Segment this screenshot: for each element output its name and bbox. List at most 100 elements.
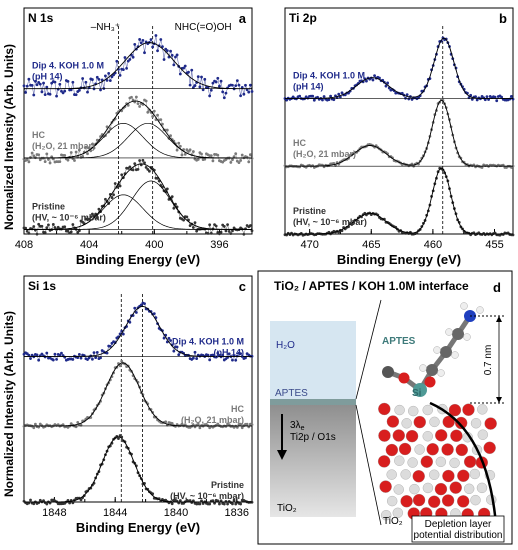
data-point bbox=[193, 350, 197, 354]
oxygen-atom bbox=[428, 495, 441, 508]
data-point bbox=[104, 74, 107, 78]
data-point bbox=[22, 84, 26, 88]
series-label: HC bbox=[32, 130, 45, 140]
data-point bbox=[239, 502, 243, 506]
data-point bbox=[51, 358, 55, 362]
data-point bbox=[235, 425, 239, 429]
panel-title-a: N 1s bbox=[28, 11, 54, 25]
hydrogen-atom bbox=[460, 302, 468, 310]
data-point bbox=[239, 422, 243, 426]
data-point bbox=[218, 502, 221, 506]
aptes-right-label: APTES bbox=[382, 336, 416, 347]
data-point bbox=[203, 77, 207, 81]
data-point bbox=[43, 231, 47, 234]
data-point bbox=[327, 98, 331, 102]
data-point bbox=[63, 89, 67, 93]
data-point bbox=[242, 232, 246, 236]
titanium-atom bbox=[422, 404, 433, 416]
data-point bbox=[185, 215, 189, 219]
data-point bbox=[71, 80, 75, 84]
data-point bbox=[118, 184, 122, 188]
data-point bbox=[170, 502, 174, 506]
hydrogen-atom bbox=[451, 351, 459, 359]
series-sublabel: (HV, ~ 10⁻⁶ mbar) bbox=[32, 212, 106, 222]
data-point bbox=[226, 502, 229, 506]
data-point bbox=[183, 152, 187, 156]
si-label: Si bbox=[412, 388, 422, 399]
data-point bbox=[79, 356, 83, 360]
data-point bbox=[97, 78, 101, 81]
oxygen-atom bbox=[457, 469, 470, 482]
data-point bbox=[321, 98, 324, 102]
data-point bbox=[235, 79, 239, 83]
series-sublabel: (pH 14) bbox=[293, 81, 324, 91]
data-point bbox=[71, 223, 75, 226]
data-point bbox=[227, 352, 231, 356]
data-point bbox=[84, 145, 88, 149]
data-point bbox=[240, 85, 244, 89]
oxygen-atom bbox=[434, 482, 448, 496]
data-point bbox=[191, 356, 195, 360]
data-point bbox=[143, 302, 146, 306]
titanium-atom bbox=[477, 429, 488, 440]
series-trace bbox=[23, 96, 253, 164]
data-point bbox=[29, 498, 32, 502]
oxygen-atom bbox=[412, 470, 425, 483]
panel-letter-a: a bbox=[239, 11, 247, 26]
data-point bbox=[216, 499, 220, 503]
data-point bbox=[206, 231, 210, 235]
data-point bbox=[239, 94, 243, 98]
titanium-atom bbox=[470, 494, 481, 506]
data-point bbox=[237, 83, 241, 87]
data-point bbox=[35, 353, 39, 357]
series-label: Dip 4. KOH 1.0 M bbox=[32, 61, 104, 71]
data-point bbox=[113, 182, 117, 185]
data-point bbox=[285, 98, 289, 102]
data-point bbox=[237, 161, 241, 165]
data-point bbox=[66, 80, 70, 83]
oxygen-atom bbox=[378, 429, 391, 442]
data-point bbox=[227, 230, 231, 233]
data-point bbox=[203, 157, 207, 161]
data-point bbox=[208, 358, 212, 362]
data-point bbox=[61, 423, 65, 427]
data-point bbox=[211, 81, 215, 85]
data-point bbox=[45, 226, 49, 230]
aptes-layer bbox=[270, 399, 356, 405]
data-point bbox=[91, 357, 94, 361]
data-point bbox=[495, 99, 499, 103]
data-point bbox=[182, 66, 186, 70]
data-point bbox=[37, 153, 41, 157]
y-axis-label-bottom: Normalized Intensity (Arb. Units) bbox=[2, 311, 16, 497]
data-point bbox=[222, 96, 226, 100]
data-point bbox=[190, 68, 194, 72]
titanium-atom bbox=[429, 469, 440, 480]
data-point bbox=[407, 97, 411, 101]
data-point bbox=[95, 216, 99, 220]
data-point bbox=[213, 501, 216, 505]
data-point bbox=[475, 98, 479, 102]
data-point bbox=[35, 83, 39, 87]
data-point bbox=[234, 84, 238, 88]
data-point bbox=[172, 206, 176, 210]
x-tick-label: 1848 bbox=[42, 507, 66, 519]
oxygen-atom bbox=[462, 403, 475, 416]
depletion-box bbox=[411, 515, 505, 543]
data-point bbox=[216, 351, 220, 355]
data-point bbox=[76, 356, 80, 360]
data-point bbox=[81, 77, 85, 80]
data-point bbox=[25, 158, 29, 162]
data-point bbox=[91, 78, 94, 81]
data-point bbox=[58, 82, 62, 86]
data-point bbox=[170, 422, 174, 425]
data-point bbox=[509, 95, 513, 98]
data-point bbox=[378, 76, 381, 80]
panel-letter-b: b bbox=[499, 11, 507, 26]
data-point bbox=[247, 90, 251, 94]
data-point bbox=[24, 226, 28, 230]
data-point bbox=[112, 193, 115, 197]
data-point bbox=[175, 53, 179, 57]
data-point bbox=[200, 499, 203, 503]
data-point bbox=[371, 78, 375, 82]
data-point bbox=[76, 421, 80, 424]
